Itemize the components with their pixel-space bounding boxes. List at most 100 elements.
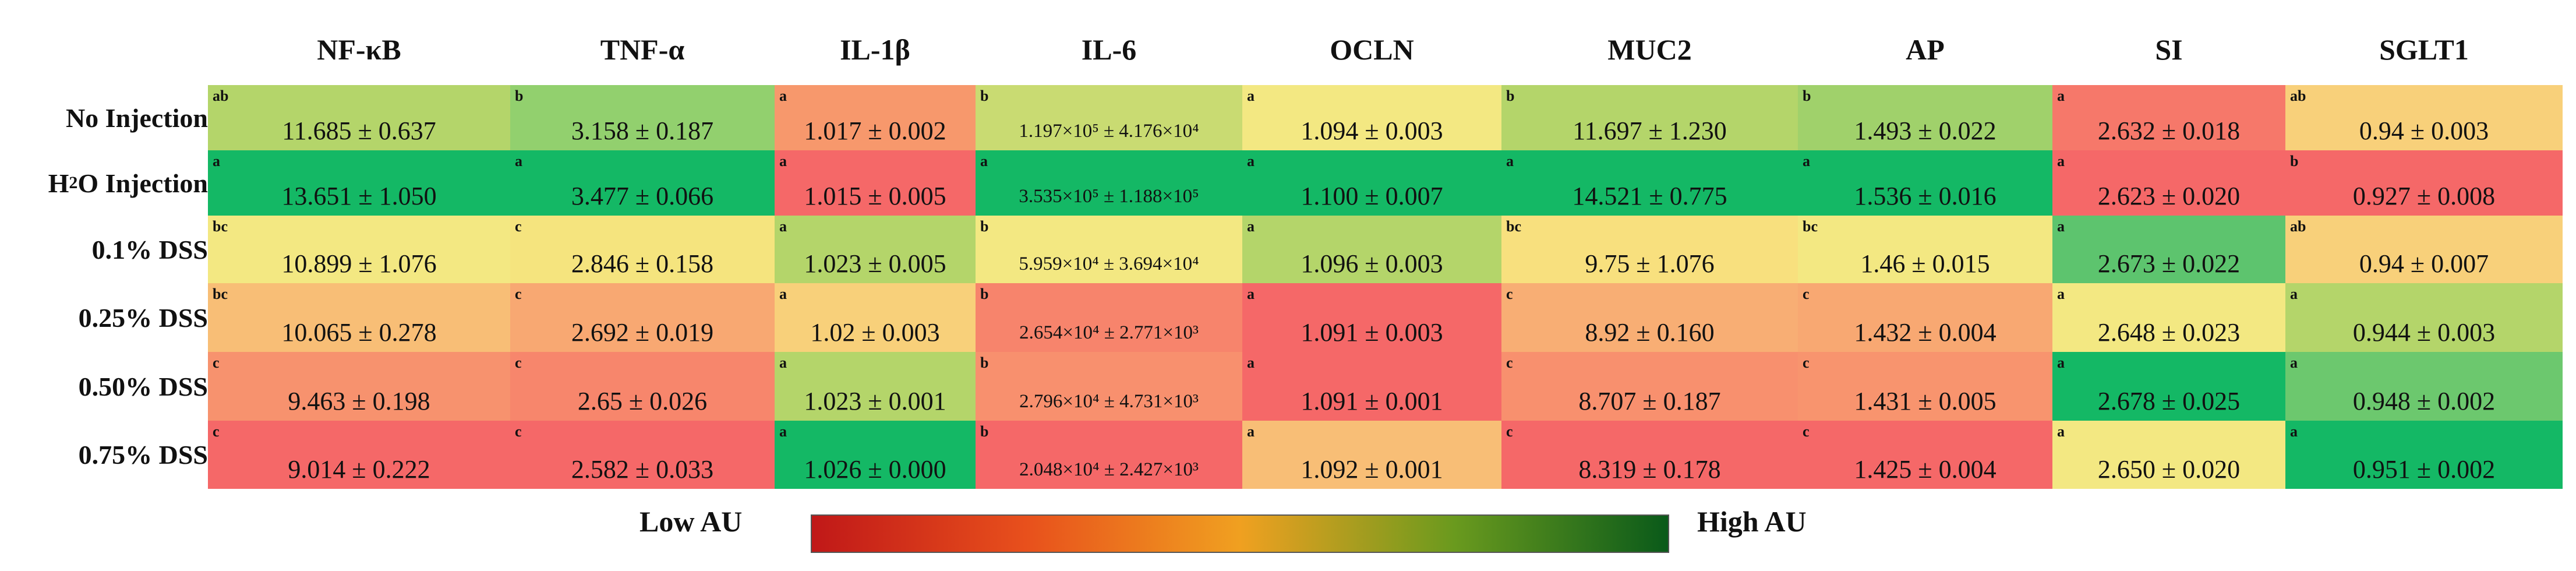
significance-letter: a: [779, 87, 787, 104]
cell-value: 8.707 ± 0.187: [1578, 387, 1721, 416]
heatmap-cell: a 1.094 ± 0.003: [1242, 85, 1501, 150]
column-header: SI: [2155, 33, 2183, 66]
cell-value: 1.092 ± 0.001: [1301, 455, 1443, 484]
heatmap-cell: b 2.654×10⁴ ± 2.771×10³: [976, 283, 1242, 352]
cell-value: 2.632 ± 0.018: [2097, 117, 2241, 146]
significance-letter: a: [1803, 153, 1810, 170]
significance-letter: c: [515, 218, 522, 235]
cell-value: 1.026 ± 0.000: [804, 455, 946, 484]
significance-letter: c: [515, 286, 522, 302]
heatmap-cell: b 3.158 ± 0.187: [510, 85, 775, 150]
heatmap-cell: a 1.017 ± 0.002: [775, 85, 976, 150]
heatmap-cell: a 1.091 ± 0.003: [1242, 283, 1501, 352]
heatmap-cell: c 1.432 ± 0.004: [1798, 283, 2052, 352]
cell-value: 1.091 ± 0.003: [1301, 318, 1443, 347]
heatmap-cell: a 1.536 ± 0.016: [1798, 150, 2052, 216]
cell-value: 1.023 ± 0.001: [804, 387, 946, 416]
cell-value: 1.432 ± 0.004: [1854, 318, 1997, 347]
cell-value: 10.899 ± 1.076: [281, 249, 437, 279]
heatmap-cell: b 1.197×10⁵ ± 4.176×10⁴: [976, 85, 1242, 150]
cell-value: 1.091 ± 0.001: [1301, 387, 1443, 416]
significance-letter: a: [1247, 354, 1255, 371]
heatmap-cell: a 3.477 ± 0.066: [510, 150, 775, 216]
cell-value: 9.463 ± 0.198: [288, 387, 430, 416]
heatmap-cell: bc 10.899 ± 1.076: [208, 216, 510, 283]
significance-letter: bc: [1506, 218, 1521, 235]
heatmap-cell: a 2.632 ± 0.018: [2052, 85, 2285, 150]
significance-letter: b: [980, 218, 989, 235]
cell-value: 9.75 ± 1.076: [1585, 249, 1715, 279]
significance-letter: c: [515, 354, 522, 371]
significance-letter: a: [1247, 423, 1255, 440]
heatmap-cell: c 2.846 ± 0.158: [510, 216, 775, 283]
heatmap-cell: bc 1.46 ± 0.015: [1798, 216, 2052, 283]
significance-letter: a: [779, 286, 787, 302]
heatmap-cell: a 0.951 ± 0.002: [2285, 421, 2563, 489]
column-header: IL-6: [1081, 33, 1137, 66]
significance-letter: ab: [213, 87, 229, 104]
cell-value: 9.014 ± 0.222: [288, 455, 430, 484]
heatmap-cell: a 0.944 ± 0.003: [2285, 283, 2563, 352]
heatmap-cell: c 2.65 ± 0.026: [510, 352, 775, 421]
heatmap-cell: ab 11.685 ± 0.637: [208, 85, 510, 150]
significance-letter: bc: [213, 218, 228, 235]
significance-letter: a: [2290, 354, 2298, 371]
row-label: 0.75% DSS: [78, 440, 208, 470]
column-header: IL-1β: [840, 33, 910, 66]
cell-value: 0.94 ± 0.003: [2359, 117, 2489, 146]
significance-letter: a: [779, 218, 787, 235]
significance-letter: c: [1506, 354, 1513, 371]
significance-letter: a: [779, 354, 787, 371]
significance-letter: b: [980, 423, 989, 440]
row-label: 0.50% DSS: [78, 371, 208, 401]
significance-letter: c: [515, 423, 522, 440]
significance-letter: a: [2057, 286, 2065, 302]
significance-letter: c: [1506, 423, 1513, 440]
significance-letter: b: [515, 87, 524, 104]
heatmap-cell: c 2.692 ± 0.019: [510, 283, 775, 352]
cell-value: 3.477 ± 0.066: [571, 182, 714, 211]
significance-letter: a: [779, 153, 787, 170]
heatmap-cell: a 2.648 ± 0.023: [2052, 283, 2285, 352]
significance-letter: a: [2057, 218, 2065, 235]
cell-value: 1.02 ± 0.003: [810, 318, 940, 347]
cell-value: 2.678 ± 0.025: [2097, 387, 2241, 416]
significance-letter: c: [213, 354, 220, 371]
heatmap-cell: ab 0.94 ± 0.007: [2285, 216, 2563, 283]
significance-letter: a: [1247, 286, 1255, 302]
heatmap-cell: a 1.100 ± 0.007: [1242, 150, 1501, 216]
heatmap-cell: a 2.650 ± 0.020: [2052, 421, 2285, 489]
cell-value: 1.425 ± 0.004: [1854, 455, 1997, 484]
legend-low-label: Low AU: [639, 505, 743, 538]
heatmap-cell: c 9.014 ± 0.222: [208, 421, 510, 489]
cell-value: 1.017 ± 0.002: [804, 117, 946, 146]
heatmap-cell: ab 0.94 ± 0.003: [2285, 85, 2563, 150]
cell-value: 1.096 ± 0.003: [1301, 249, 1443, 279]
cell-value: 2.673 ± 0.022: [2097, 249, 2241, 279]
column-header: AP: [1906, 33, 1945, 66]
heatmap-cell: a 1.096 ± 0.003: [1242, 216, 1501, 283]
heatmap-cell: a 13.651 ± 1.050: [208, 150, 510, 216]
heatmap-cell: b 1.493 ± 0.022: [1798, 85, 2052, 150]
row-label: 0.25% DSS: [78, 302, 208, 333]
cell-value: 2.796×10⁴ ± 4.731×10³: [1019, 391, 1199, 413]
column-header: SGLT1: [2379, 33, 2469, 66]
column-header: OCLN: [1330, 33, 1414, 66]
cell-value: 14.521 ± 0.775: [1572, 182, 1727, 211]
cell-value: 2.654×10⁴ ± 2.771×10³: [1019, 322, 1199, 344]
significance-letter: b: [1506, 87, 1515, 104]
cell-value: 13.651 ± 1.050: [281, 182, 437, 211]
heatmap-cell: c 1.431 ± 0.005: [1798, 352, 2052, 421]
significance-letter: b: [980, 354, 989, 371]
significance-letter: ab: [2290, 218, 2306, 235]
significance-letter: c: [213, 423, 220, 440]
cell-value: 11.697 ± 1.230: [1573, 117, 1727, 146]
cell-value: 2.648 ± 0.023: [2097, 318, 2241, 347]
significance-letter: bc: [213, 286, 228, 302]
cell-value: 2.650 ± 0.020: [2097, 455, 2241, 484]
heatmap-cell: a 1.015 ± 0.005: [775, 150, 976, 216]
cell-value: 1.015 ± 0.005: [804, 182, 946, 211]
cell-value: 8.92 ± 0.160: [1585, 318, 1715, 347]
significance-letter: a: [1247, 153, 1255, 170]
